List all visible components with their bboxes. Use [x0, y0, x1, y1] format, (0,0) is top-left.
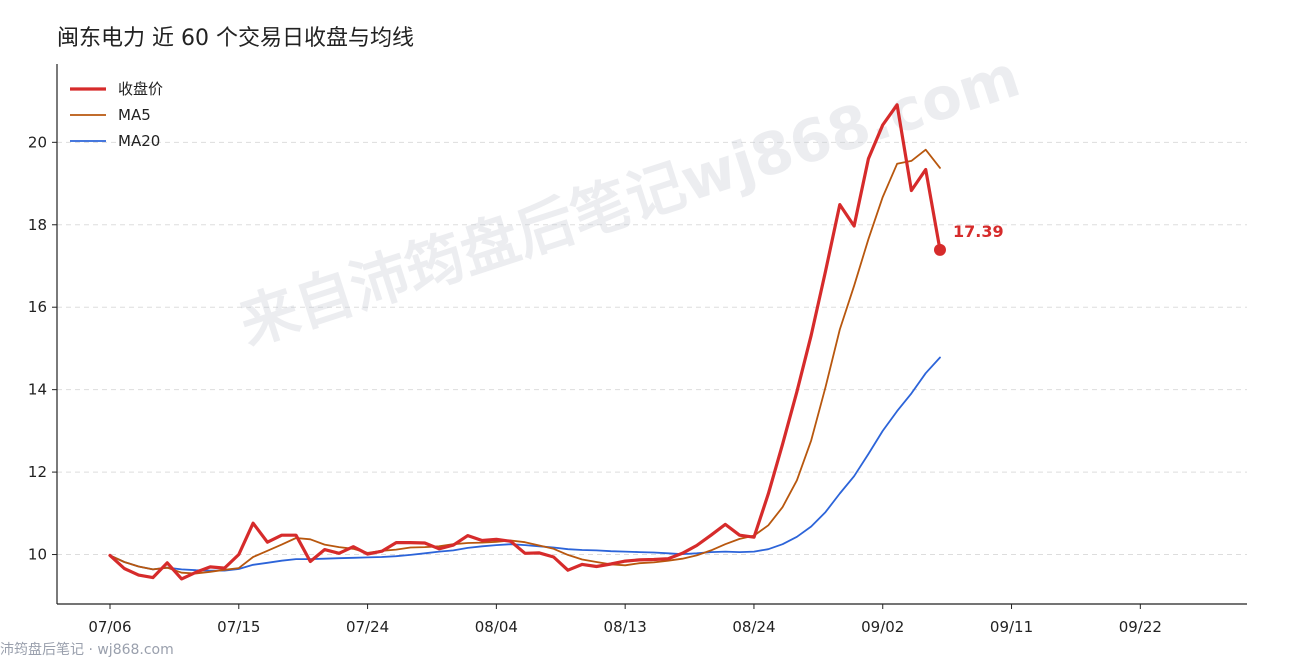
last-point-marker: [933, 243, 946, 256]
x-tick-label: 08/13: [604, 618, 647, 636]
x-tick-label: 07/06: [88, 618, 131, 636]
legend-label: MA5: [118, 106, 151, 124]
x-tick-label: 08/24: [732, 618, 775, 636]
grid: [57, 141, 1247, 556]
y-tick-label: 14: [28, 381, 47, 399]
series-lines: [108, 103, 942, 581]
x-axis-ticks: 07/06 07/15 07/24 08/04 08/13 08/24 09/02 09/11…: [88, 604, 1162, 636]
x-tick-label: 07/24: [346, 618, 389, 636]
y-tick-label: 18: [28, 216, 47, 234]
axes: [56, 64, 1247, 605]
ma20-line: [109, 356, 941, 572]
x-tick-label: 09/22: [1119, 618, 1162, 636]
ma5-line: [109, 148, 941, 575]
y-tick-label: 10: [28, 546, 47, 564]
watermark: 来自沛筠盘后笔记wj868.com: [231, 42, 1027, 359]
x-tick-label: 08/04: [475, 618, 518, 636]
chart-title: 闽东电力 近 60 个交易日收盘与均线: [57, 26, 414, 51]
y-axis-ticks: 10 12 14 16 18 20: [28, 133, 57, 564]
x-tick-label: 07/15: [217, 618, 260, 636]
y-tick-label: 20: [28, 133, 47, 151]
y-tick-label: 16: [28, 298, 47, 316]
last-value-label: 17.39: [953, 222, 1004, 241]
y-tick-label: 12: [28, 463, 47, 481]
x-tick-label: 09/11: [990, 618, 1033, 636]
legend: 收盘价 MA5 MA20: [70, 80, 163, 150]
legend-label: 收盘价: [118, 80, 163, 98]
x-tick-label: 09/02: [861, 618, 904, 636]
close-price-line: [108, 103, 942, 581]
footer-credit: 沛筠盘后笔记 · wj868.com: [0, 641, 174, 658]
legend-label: MA20: [118, 132, 160, 150]
